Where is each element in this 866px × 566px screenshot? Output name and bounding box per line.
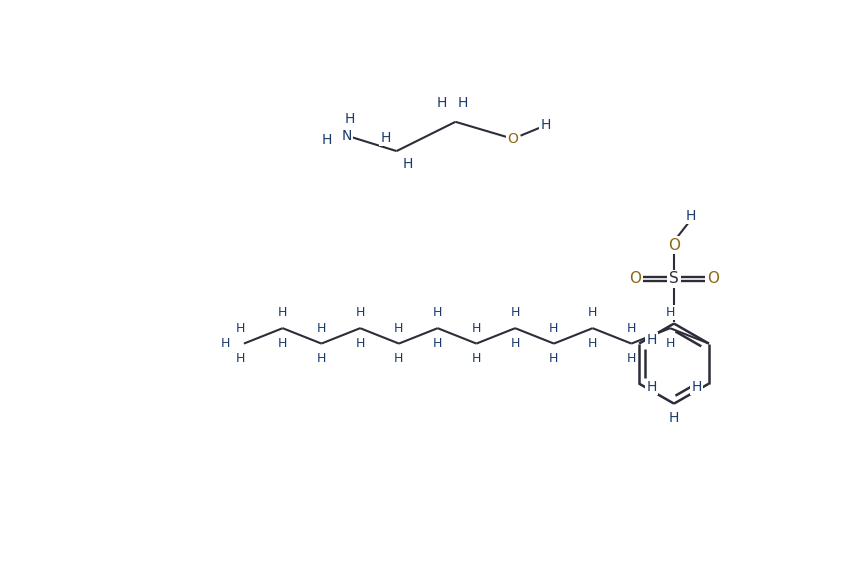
Text: O: O xyxy=(707,272,719,286)
Text: H: H xyxy=(472,353,481,366)
Text: H: H xyxy=(355,337,365,350)
Text: H: H xyxy=(278,306,288,319)
Text: O: O xyxy=(668,238,680,252)
Text: H: H xyxy=(510,306,520,319)
Text: H: H xyxy=(321,134,332,147)
Text: H: H xyxy=(669,410,679,424)
Text: H: H xyxy=(549,353,559,366)
Text: S: S xyxy=(669,272,679,286)
Text: H: H xyxy=(458,96,469,110)
Text: H: H xyxy=(646,333,656,348)
Text: H: H xyxy=(355,306,365,319)
Text: H: H xyxy=(588,337,598,350)
Text: H: H xyxy=(540,118,551,132)
Text: H: H xyxy=(627,353,637,366)
Text: H: H xyxy=(433,337,443,350)
Text: H: H xyxy=(394,321,404,335)
Text: H: H xyxy=(394,353,404,366)
Text: H: H xyxy=(686,209,696,223)
Text: H: H xyxy=(317,353,326,366)
Text: H: H xyxy=(236,353,245,366)
Text: H: H xyxy=(221,337,230,350)
Text: H: H xyxy=(436,96,447,110)
Text: H: H xyxy=(627,321,637,335)
Text: O: O xyxy=(507,132,518,146)
Text: H: H xyxy=(510,337,520,350)
Text: H: H xyxy=(317,321,326,335)
Text: H: H xyxy=(278,337,288,350)
Text: H: H xyxy=(345,112,355,126)
Text: H: H xyxy=(380,131,391,145)
Text: H: H xyxy=(665,306,675,319)
Text: H: H xyxy=(665,337,675,350)
Text: H: H xyxy=(403,157,413,171)
Text: O: O xyxy=(630,272,641,286)
Text: H: H xyxy=(588,306,598,319)
Text: H: H xyxy=(472,321,481,335)
Text: H: H xyxy=(646,380,656,394)
Text: H: H xyxy=(236,321,245,335)
Text: N: N xyxy=(342,128,352,143)
Text: H: H xyxy=(433,306,443,319)
Text: H: H xyxy=(549,321,559,335)
Text: H: H xyxy=(691,380,701,394)
